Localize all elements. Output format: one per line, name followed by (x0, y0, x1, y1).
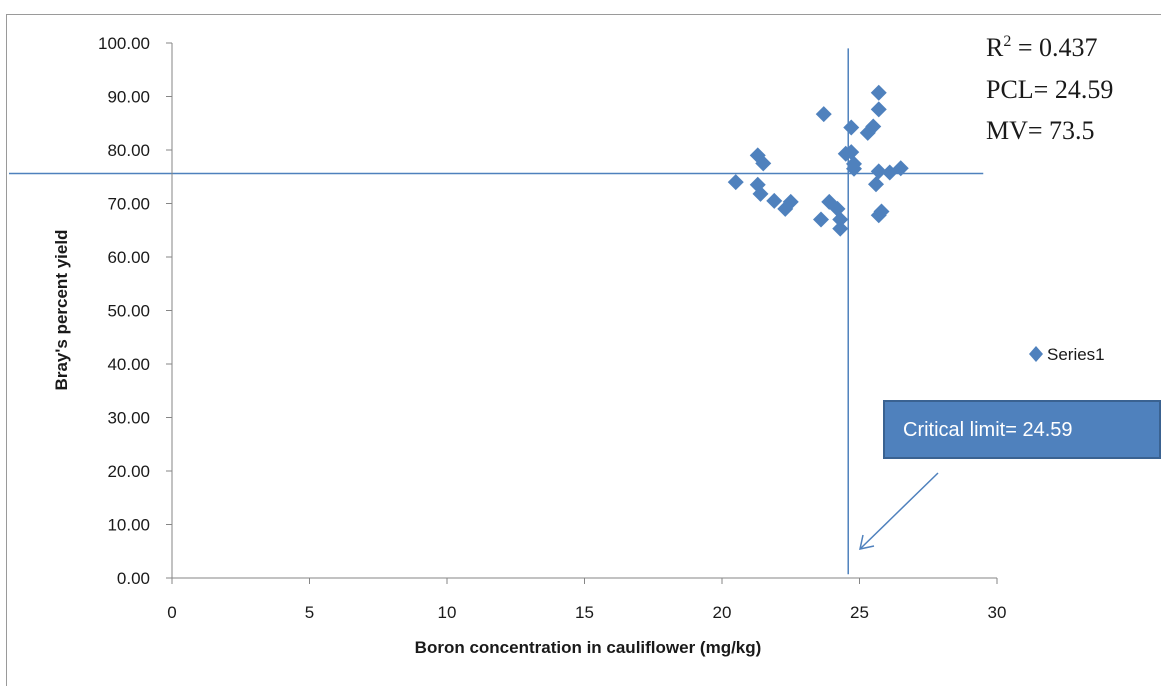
data-point (870, 84, 887, 101)
y-tick-label: 100.00 (98, 34, 150, 53)
x-tick-label: 15 (575, 603, 594, 622)
series1-points (727, 84, 909, 237)
callout-arrow (859, 472, 939, 550)
data-point (843, 119, 860, 136)
data-point (832, 220, 849, 237)
data-point (846, 160, 862, 177)
r-squared-prefix: R (986, 33, 1004, 62)
data-point (843, 144, 860, 161)
y-tick-label: 40.00 (107, 355, 150, 374)
data-point (813, 211, 829, 228)
r-squared-annotation: R2 = 0.437 (986, 33, 1098, 62)
data-point (755, 155, 772, 172)
critical-limit-callout: Critical limit= 24.59 (883, 400, 1161, 459)
data-point (727, 174, 744, 191)
data-point (870, 163, 887, 180)
y-tick-labels: 0.00 10.00 20.00 30.00 40.00 50.00 60.00 70.00 8… (98, 34, 150, 588)
y-tick-label: 10.00 (107, 516, 150, 535)
x-tick-label: 10 (438, 603, 457, 622)
y-tick-label: 20.00 (107, 462, 150, 481)
x-tick-label: 5 (305, 603, 314, 622)
data-point (873, 203, 890, 220)
x-tick-label: 25 (850, 603, 869, 622)
x-tick-label: 0 (167, 603, 176, 622)
x-tick-labels: 0 5 10 15 20 25 30 (167, 603, 1006, 622)
callout-box (883, 400, 1161, 459)
callout-text: Critical limit= 24.59 (903, 419, 1073, 441)
data-point (832, 211, 849, 228)
data-point (782, 193, 799, 210)
r-squared-value: = 0.437 (1011, 33, 1097, 62)
axes (166, 42, 998, 584)
x-axis-title: Boron concentration in cauliflower (mg/k… (415, 638, 762, 657)
data-point (766, 192, 783, 209)
y-tick-label: 80.00 (107, 141, 150, 160)
x-tick-label: 30 (988, 603, 1007, 622)
y-tick-label: 70.00 (107, 195, 150, 214)
chart-area (6, 14, 1161, 686)
legend: Series1 (1029, 345, 1105, 364)
y-tick-label: 50.00 (107, 302, 150, 321)
reference-lines (9, 48, 984, 575)
r-squared-superscript: 2 (1003, 33, 1011, 50)
data-point (752, 185, 769, 202)
mv-annotation: MV= 73.5 (986, 116, 1095, 145)
data-point (892, 160, 909, 177)
y-tick-label: 30.00 (107, 409, 150, 428)
data-point (868, 176, 884, 193)
data-point (870, 101, 887, 118)
data-point (865, 118, 882, 135)
legend-label-series1: Series1 (1047, 345, 1105, 364)
pcl-annotation: PCL= 24.59 (986, 75, 1113, 104)
y-tick-label: 0.00 (117, 569, 150, 588)
data-point (815, 106, 832, 123)
y-axis-title: Bray's percent yield (52, 230, 71, 391)
y-tick-label: 60.00 (107, 248, 150, 267)
legend-marker (1029, 346, 1043, 362)
y-tick-label: 90.00 (107, 88, 150, 107)
x-tick-label: 20 (713, 603, 732, 622)
